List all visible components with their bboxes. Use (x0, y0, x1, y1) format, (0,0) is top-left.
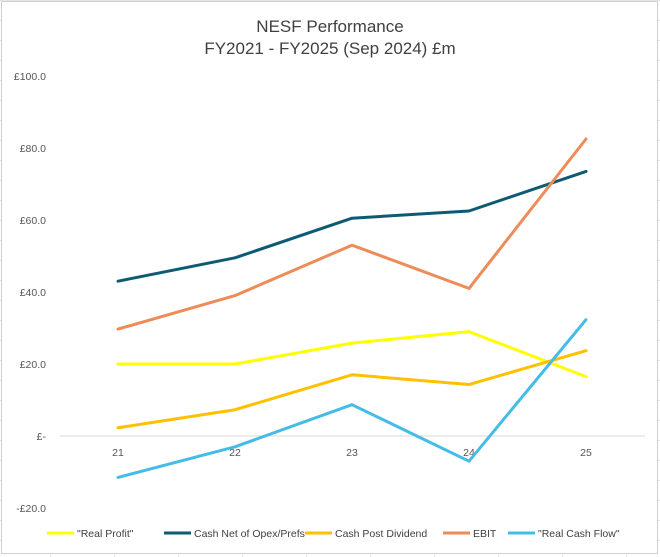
x-tick-label: 25 (580, 447, 592, 459)
legend-label: "Real Profit" (77, 528, 134, 540)
y-tick-label: £80.0 (20, 143, 46, 155)
y-tick-label: £20.0 (20, 359, 46, 371)
legend-label: Cash Net of Opex/Prefs (194, 528, 305, 540)
y-tick-label: -£20.0 (16, 503, 46, 515)
x-tick-label: 21 (112, 447, 124, 459)
y-tick-label: £100.0 (14, 71, 46, 83)
legend-label: Cash Post Dividend (335, 528, 427, 540)
x-tick-label: 23 (346, 447, 358, 459)
y-tick-label: £- (37, 431, 47, 443)
chart-subtitle: FY2021 - FY2025 (Sep 2024) £m (204, 39, 456, 58)
series-line-1 (116, 330, 588, 379)
y-tick-label: £60.0 (20, 215, 46, 227)
series-line-5 (116, 318, 588, 479)
series-line-2 (116, 169, 588, 283)
legend-label: EBIT (473, 528, 497, 540)
chart-title: NESF Performance (256, 17, 404, 36)
x-tick-label: 22 (229, 447, 241, 459)
y-tick-label: £40.0 (20, 287, 46, 299)
series-line-4 (116, 137, 588, 331)
x-tick-label: 24 (463, 447, 475, 459)
legend-label: "Real Cash Flow" (538, 528, 620, 540)
series-line-3 (116, 349, 588, 430)
